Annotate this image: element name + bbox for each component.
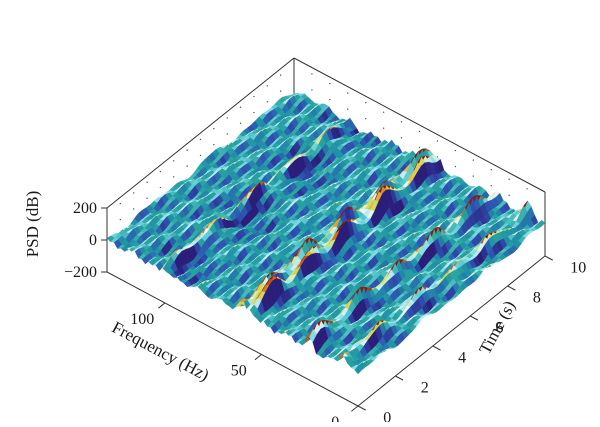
back-wall-dot <box>365 101 367 104</box>
x-tick-mark <box>351 405 359 412</box>
back-wall-dot <box>159 186 162 189</box>
back-wall-dot <box>400 137 403 139</box>
y-tick-mark <box>432 345 441 351</box>
axis-ticks: −200 0 200 0 50 100 0 2 4 6 8 10 <box>64 200 586 427</box>
y-tick-label: 10 <box>570 259 586 276</box>
box-edge-back-top-left <box>106 57 295 209</box>
back-wall-dot <box>347 92 349 94</box>
y-tick-mark <box>357 405 366 411</box>
back-wall-dot <box>329 98 331 101</box>
back-wall-dot <box>253 111 255 114</box>
back-wall-dot <box>526 188 528 190</box>
back-wall-dot <box>199 138 202 141</box>
y-axis-line <box>357 255 546 407</box>
back-wall-dot <box>186 165 188 167</box>
back-wall-dot <box>472 159 474 161</box>
back-wall-dot <box>311 73 313 75</box>
x-axis-line <box>106 271 359 407</box>
box-edge-back-top-right <box>293 57 546 193</box>
z-axis-label: PSD (dB) <box>23 191 42 258</box>
x-tick-mark <box>158 302 166 309</box>
y-tick-mark <box>507 285 516 291</box>
back-wall-dot <box>213 127 215 130</box>
back-wall-dot <box>347 108 349 110</box>
x-tick-mark <box>254 354 262 361</box>
back-wall-dot <box>279 90 282 92</box>
psd-surface <box>106 92 546 375</box>
back-wall-dot <box>508 194 510 196</box>
back-wall-dot <box>213 143 215 146</box>
back-wall-dot <box>490 168 492 171</box>
back-wall-dot <box>329 82 331 85</box>
back-wall-dot <box>239 122 242 124</box>
back-wall-dot <box>226 117 228 119</box>
y-tick-label: 6 <box>496 319 504 336</box>
y-tick-mark <box>469 315 479 321</box>
x-tick-label: 50 <box>231 362 247 379</box>
y-tick-mark <box>544 255 553 261</box>
surface-cell <box>106 235 115 243</box>
y-tick-label: 8 <box>533 289 541 306</box>
back-wall-dot <box>239 106 242 108</box>
back-wall-dot <box>436 140 439 142</box>
back-wall-dot <box>266 85 268 87</box>
back-wall-dot <box>418 130 421 133</box>
back-wall-dot <box>311 89 313 91</box>
y-tick-label: 2 <box>421 379 429 396</box>
back-wall-dot <box>365 117 367 120</box>
back-wall-dot <box>454 165 457 168</box>
back-wall-dot <box>279 74 282 76</box>
back-wall-dot <box>173 176 175 178</box>
back-wall-dot <box>146 197 148 199</box>
x-tick-label: 0 <box>331 414 339 422</box>
back-wall-dot <box>472 175 474 177</box>
back-wall-dot <box>133 208 135 210</box>
back-wall-dot <box>454 149 457 152</box>
back-wall-dot <box>382 111 385 113</box>
z-tick-label: 200 <box>73 200 97 217</box>
back-wall-dot <box>418 146 421 149</box>
back-wall-dot <box>226 133 228 135</box>
back-wall-dot <box>382 127 385 129</box>
back-wall-dot <box>146 181 148 183</box>
back-wall-dot <box>159 170 162 173</box>
y-tick-mark <box>395 375 404 381</box>
y-tick-label: 4 <box>458 349 466 366</box>
z-tick-label: −200 <box>64 264 97 281</box>
back-wall-dot <box>253 95 255 98</box>
back-wall-dot <box>266 101 268 103</box>
back-wall-dot <box>173 160 175 162</box>
x-tick-label: 100 <box>130 311 154 328</box>
back-wall-dot <box>490 184 492 187</box>
back-wall-dot <box>199 154 202 157</box>
y-tick-label: 0 <box>383 409 391 422</box>
back-wall-dot <box>508 178 510 180</box>
back-wall-dot <box>186 149 188 151</box>
back-wall-dot <box>133 192 135 194</box>
x-axis-label: Frequency (Hz) <box>109 318 213 385</box>
back-wall-dot <box>400 121 403 123</box>
back-wall-dot <box>119 202 122 205</box>
back-wall-dot <box>119 218 122 221</box>
z-tick-label: 0 <box>89 232 97 249</box>
